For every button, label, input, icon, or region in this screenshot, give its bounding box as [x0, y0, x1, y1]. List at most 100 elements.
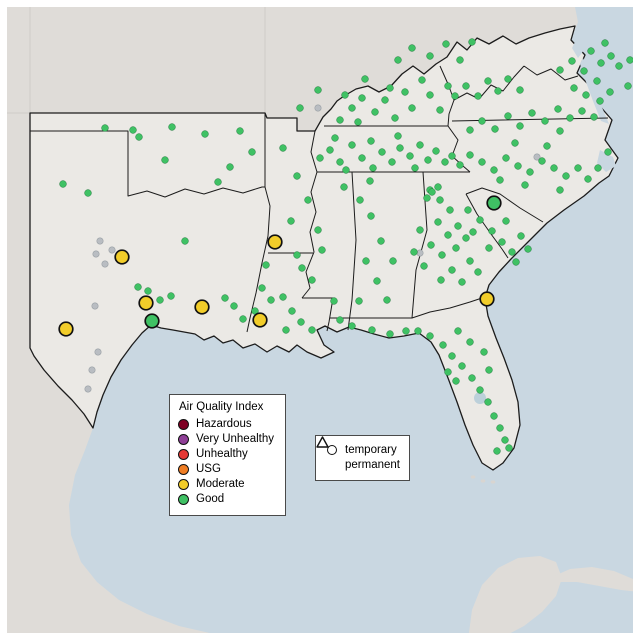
station-good[interactable] [451, 92, 459, 100]
station-good[interactable] [348, 104, 356, 112]
station-good[interactable] [466, 151, 474, 159]
station-good[interactable] [367, 212, 375, 220]
station-good[interactable] [452, 244, 460, 252]
station-good[interactable] [490, 166, 498, 174]
station-good[interactable] [388, 158, 396, 166]
station-good[interactable] [502, 217, 510, 225]
station-good[interactable] [414, 327, 422, 335]
station-good[interactable] [448, 352, 456, 360]
station-good[interactable] [298, 264, 306, 272]
station-good[interactable] [420, 262, 428, 270]
station-good[interactable] [296, 104, 304, 112]
station-good[interactable] [496, 176, 504, 184]
station-good[interactable] [181, 237, 189, 245]
station-good[interactable] [434, 183, 442, 191]
station-good[interactable] [468, 374, 476, 382]
station-good[interactable] [521, 181, 529, 189]
station-good[interactable] [580, 67, 588, 75]
station-good[interactable] [226, 163, 234, 171]
station-good[interactable] [288, 307, 296, 315]
station-good[interactable] [408, 104, 416, 112]
station-good[interactable] [458, 362, 466, 370]
station-good[interactable] [262, 261, 270, 269]
station-good[interactable] [391, 114, 399, 122]
station-good[interactable] [341, 91, 349, 99]
station-good[interactable] [424, 156, 432, 164]
station-good[interactable] [416, 141, 424, 149]
station-good[interactable] [377, 237, 385, 245]
station-good[interactable] [444, 368, 452, 376]
station-good[interactable] [516, 86, 524, 94]
station-moderate-large[interactable] [252, 312, 268, 328]
station-good[interactable] [386, 330, 394, 338]
station-good[interactable] [426, 91, 434, 99]
station-good[interactable] [485, 366, 493, 374]
station-good[interactable] [402, 327, 410, 335]
station-good[interactable] [383, 296, 391, 304]
station-good[interactable] [362, 257, 370, 265]
station-good[interactable] [556, 127, 564, 135]
station-good[interactable] [607, 52, 615, 60]
station-good[interactable] [541, 117, 549, 125]
station-inactive[interactable] [101, 260, 109, 268]
station-good[interactable] [601, 39, 609, 47]
station-good[interactable] [293, 251, 301, 259]
station-good[interactable] [462, 234, 470, 242]
station-good[interactable] [161, 156, 169, 164]
station-good[interactable] [59, 180, 67, 188]
station-good[interactable] [156, 296, 164, 304]
station-good[interactable] [331, 134, 339, 142]
station-good[interactable] [408, 44, 416, 52]
station-good[interactable] [488, 227, 496, 235]
station-good[interactable] [389, 257, 397, 265]
station-good[interactable] [336, 158, 344, 166]
station-good[interactable] [526, 168, 534, 176]
station-inactive[interactable] [92, 250, 100, 258]
station-good-large[interactable] [144, 313, 160, 329]
station-good[interactable] [615, 62, 623, 70]
station-good[interactable] [624, 82, 632, 90]
station-good[interactable] [574, 164, 582, 172]
station-moderate-large[interactable] [58, 321, 74, 337]
station-good[interactable] [314, 226, 322, 234]
station-good[interactable] [356, 196, 364, 204]
station-good[interactable] [476, 216, 484, 224]
station-good[interactable] [484, 398, 492, 406]
station-inactive[interactable] [84, 385, 92, 393]
station-good[interactable] [590, 113, 598, 121]
station-good[interactable] [496, 424, 504, 432]
station-good[interactable] [478, 158, 486, 166]
station-good[interactable] [373, 277, 381, 285]
station-good[interactable] [478, 117, 486, 125]
station-good[interactable] [129, 126, 137, 134]
station-good[interactable] [427, 241, 435, 249]
station-good[interactable] [512, 258, 520, 266]
station-good[interactable] [584, 175, 592, 183]
station-inactive[interactable] [108, 246, 116, 254]
station-good[interactable] [594, 164, 602, 172]
station-good[interactable] [593, 77, 601, 85]
station-moderate-large[interactable] [194, 299, 210, 315]
station-good[interactable] [597, 59, 605, 67]
station-good[interactable] [444, 82, 452, 90]
station-good[interactable] [361, 75, 369, 83]
station-good[interactable] [396, 144, 404, 152]
station-good[interactable] [336, 116, 344, 124]
station-good[interactable] [236, 127, 244, 135]
station-good[interactable] [501, 436, 509, 444]
station-good[interactable] [135, 133, 143, 141]
station-good[interactable] [516, 122, 524, 130]
station-good[interactable] [84, 189, 92, 197]
station-good[interactable] [326, 146, 334, 154]
station-good[interactable] [466, 257, 474, 265]
station-good[interactable] [448, 152, 456, 160]
station-good[interactable] [434, 218, 442, 226]
station-good[interactable] [348, 322, 356, 330]
station-good[interactable] [550, 164, 558, 172]
station-good[interactable] [626, 56, 634, 64]
station-good[interactable] [466, 338, 474, 346]
station-good[interactable] [411, 164, 419, 172]
station-good[interactable] [330, 297, 338, 305]
station-good[interactable] [604, 148, 612, 156]
station-good[interactable] [491, 125, 499, 133]
